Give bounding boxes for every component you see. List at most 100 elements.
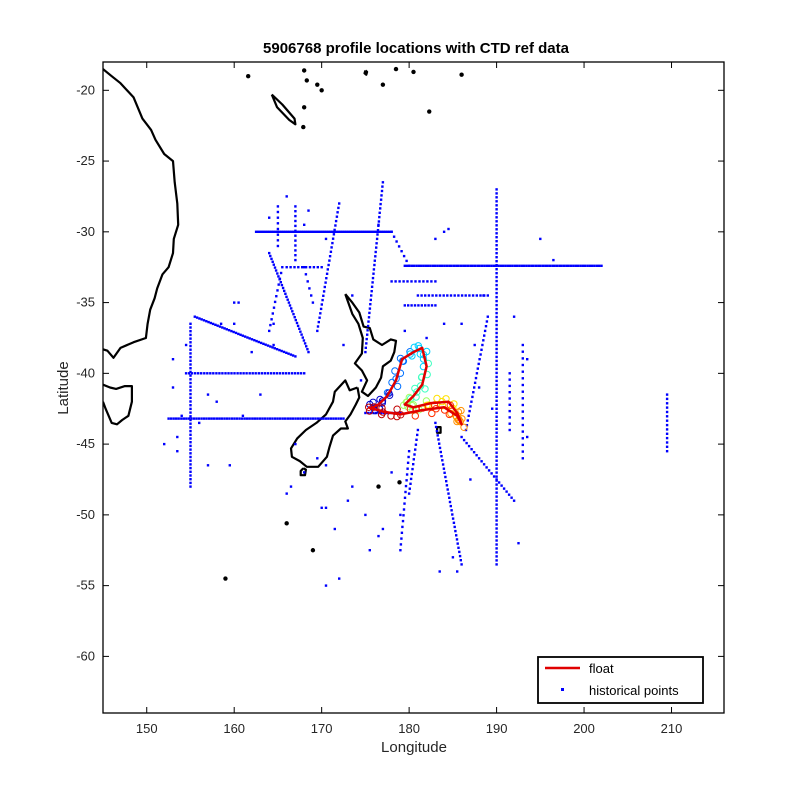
island-mark: [315, 82, 320, 87]
historical-point: [374, 230, 378, 233]
historical-point: [189, 352, 192, 355]
island-mark: [284, 521, 289, 526]
historical-point: [371, 281, 374, 284]
historical-point: [327, 230, 330, 233]
historical-point: [327, 263, 330, 267]
historical-point: [579, 264, 582, 267]
historical-point: [495, 455, 498, 458]
y-tick-label: -30: [76, 224, 95, 239]
historical-point: [212, 372, 215, 375]
island-mark: [380, 82, 386, 87]
historical-point: [302, 339, 306, 342]
historical-point: [521, 370, 524, 373]
historical-point: [195, 417, 198, 420]
historical-point: [245, 372, 248, 375]
historical-point: [189, 333, 192, 337]
y-tick-label: -20: [76, 82, 95, 97]
historical-point: [337, 206, 340, 210]
historical-point: [454, 529, 457, 533]
historical-point: [413, 304, 417, 307]
historical-point: [567, 264, 570, 267]
historical-point: [495, 435, 498, 438]
historical-point: [282, 230, 285, 233]
historical-point: [209, 321, 212, 325]
historical-point: [480, 348, 483, 351]
historical-point: [355, 230, 358, 233]
historical-point: [482, 463, 486, 466]
historical-point: [495, 423, 498, 426]
historical-point: [300, 333, 303, 336]
coastline: [103, 383, 133, 426]
historical-point: [435, 430, 439, 433]
historical-point: [521, 437, 524, 440]
historical-point: [520, 264, 524, 267]
historical-point: [406, 280, 409, 283]
historical-point: [469, 405, 472, 408]
historical-point: [495, 503, 498, 506]
historical-point: [495, 272, 498, 275]
historical-point: [441, 463, 445, 466]
historical-point: [359, 379, 363, 382]
historical-point: [495, 478, 498, 481]
historical-point: [460, 322, 463, 325]
historical-point: [403, 264, 406, 267]
historical-point: [279, 281, 282, 284]
historical-point: [326, 268, 329, 271]
historical-point: [420, 264, 423, 267]
historical-point: [443, 471, 446, 474]
historical-point: [234, 331, 238, 335]
historical-point: [526, 435, 529, 439]
historical-point: [471, 294, 475, 297]
historical-point: [197, 372, 200, 375]
historical-point: [401, 525, 404, 529]
historical-point: [483, 264, 486, 267]
historical-point: [495, 443, 498, 446]
historical-point: [495, 427, 498, 430]
historical-point: [462, 264, 465, 267]
historical-point: [300, 230, 303, 233]
historical-point: [276, 230, 279, 233]
historical-point: [495, 555, 498, 558]
historical-point: [478, 264, 481, 267]
historical-point: [287, 372, 291, 375]
historical-point: [223, 417, 226, 420]
historical-point: [309, 230, 313, 233]
x-tick-label: 160: [223, 721, 245, 736]
historical-point: [284, 417, 287, 420]
historical-point: [468, 294, 471, 297]
historical-point: [243, 335, 247, 338]
historical-point: [292, 313, 295, 316]
historical-point: [374, 250, 377, 254]
historical-point: [287, 352, 290, 355]
historical-point: [259, 341, 263, 345]
historical-point: [472, 391, 475, 394]
historical-point: [399, 543, 403, 546]
historical-point: [189, 385, 192, 388]
historical-point: [546, 264, 549, 267]
historical-point: [403, 496, 407, 499]
historical-point: [273, 347, 276, 350]
historical-point: [331, 230, 334, 233]
historical-point: [457, 294, 460, 297]
historical-point: [307, 230, 311, 233]
historical-point: [243, 417, 246, 420]
historical-point: [320, 303, 323, 306]
historical-point: [189, 448, 192, 451]
historical-point: [250, 350, 253, 354]
historical-point: [384, 230, 387, 233]
historical-point: [321, 230, 325, 233]
historical-point: [311, 301, 315, 304]
historical-point: [175, 417, 178, 420]
historical-point: [476, 264, 479, 267]
historical-point: [189, 348, 192, 351]
historical-point: [295, 321, 299, 325]
historical-point: [495, 264, 498, 267]
historical-point: [399, 549, 402, 552]
historical-point: [365, 337, 368, 341]
historical-point: [457, 264, 460, 267]
historical-point: [185, 417, 188, 420]
historical-point: [271, 260, 274, 263]
historical-point: [420, 304, 423, 307]
historical-point: [495, 240, 498, 243]
historical-point: [444, 475, 447, 479]
